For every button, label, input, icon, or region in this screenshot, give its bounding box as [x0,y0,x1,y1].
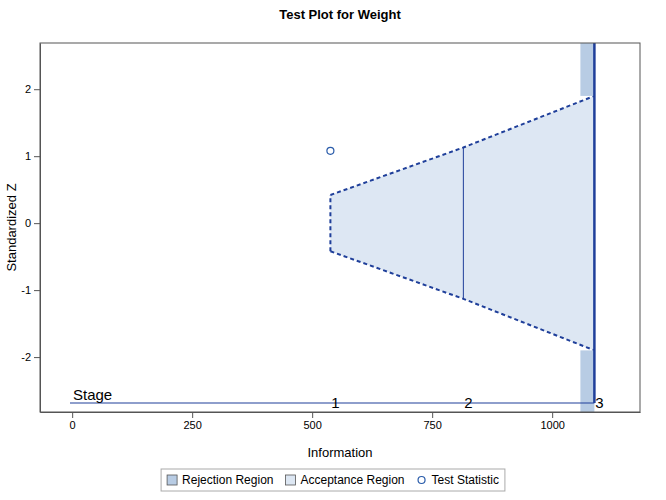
tick: -1 [21,284,40,296]
rejection-region [580,43,594,96]
legend-item: Acceptance Region [285,473,404,487]
tick-mark [312,412,313,418]
chart: Test Plot for WeightStage123025050075010… [0,0,666,500]
x-axis: 0 250 500 750 1000 [41,412,641,431]
tick-label: 0 [70,419,76,431]
legend-label: Rejection Region [182,473,273,487]
legend-item: Rejection Region [167,473,273,487]
tick-mark [34,223,40,224]
tick-label: -2 [21,351,31,363]
axis-line [41,412,641,413]
stage-label: 3 [595,394,603,411]
tick-mark [432,412,433,418]
tick: 250 [183,412,201,431]
tick: -2 [21,351,40,363]
tick-mark [34,156,40,157]
legend-label: Acceptance Region [300,473,404,487]
stage-title: Stage [73,386,112,403]
y-axis: -2 -1 0 1 2 [21,44,40,413]
tick-label: 1000 [540,419,564,431]
tick-mark [34,290,40,291]
final-stage-line [593,43,596,403]
y-axis-title: Standardized Z [4,183,19,271]
lower-boundary [330,251,594,350]
tick-mark [72,412,73,418]
tick: 2 [25,83,40,95]
tick-label: 500 [303,419,321,431]
tick-mark [34,357,40,358]
upper-boundary [330,96,594,195]
stage-axis: Stage 1 2 3 [70,386,604,411]
stage-label: 2 [464,394,472,411]
tick-label: 1 [25,150,31,162]
legend-symbol [167,475,177,485]
tick: 750 [423,412,441,431]
legend-box [161,469,505,491]
plot-frame [40,43,640,412]
legend-symbol [285,475,295,485]
plot-marks [327,43,595,412]
legend-symbol [418,477,425,484]
tick: 500 [303,412,321,431]
tick-label: 0 [25,217,31,229]
stage-label: 1 [331,394,339,411]
acceptance-region [330,96,594,350]
axis-line [40,44,41,413]
tick-label: 750 [423,419,441,431]
legend: Rejection Region Acceptance Region Test St… [161,469,505,491]
tick-mark [552,412,553,418]
tick: 0 [25,217,40,229]
tick: 1000 [540,412,564,431]
tick-label: -1 [21,284,31,296]
tick-mark [34,89,40,90]
test-statistic [327,147,334,154]
x-axis-title: Information [307,445,372,460]
tick-label: 250 [183,419,201,431]
stage-boundary [463,147,464,298]
tick-label: 2 [25,83,31,95]
tick: 0 [70,412,76,431]
legend-label: Test Statistic [432,473,499,487]
stage-boundary [329,195,331,251]
legend-item: Test Statistic [418,473,499,487]
tick-mark [192,412,193,418]
tick: 1 [25,150,40,162]
title: Test Plot for Weight [279,7,401,22]
